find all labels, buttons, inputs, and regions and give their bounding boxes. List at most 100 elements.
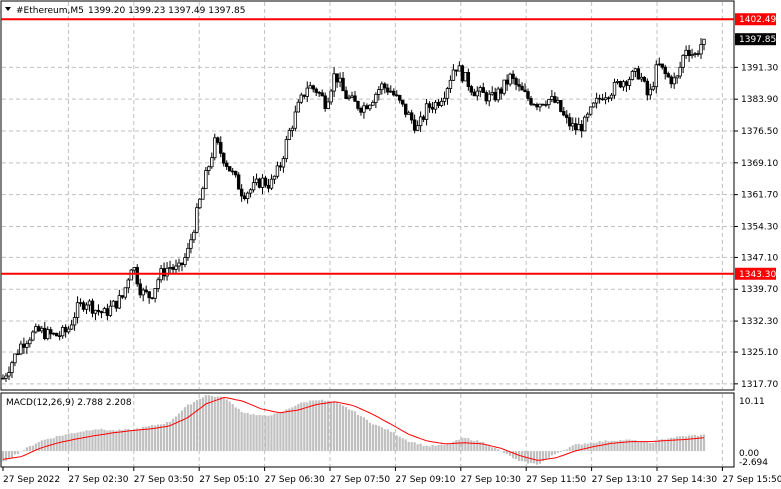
- candle: [383, 82, 387, 94]
- candle: [612, 78, 617, 99]
- candle: [341, 71, 345, 92]
- candle: [618, 80, 623, 89]
- chevron-down-icon[interactable]: [5, 7, 11, 11]
- macd-bar: [458, 439, 461, 452]
- macd-bar: [419, 443, 422, 452]
- candle: [648, 83, 653, 100]
- candle: [147, 291, 151, 304]
- candle: [183, 253, 187, 268]
- candle: [329, 88, 333, 105]
- macd-bar: [386, 429, 389, 452]
- candle: [266, 178, 271, 193]
- candle: [502, 79, 506, 96]
- candle: [25, 340, 29, 354]
- macd-bar: [538, 451, 542, 464]
- macd-bar: [350, 410, 354, 452]
- candlestick-series: [1, 38, 706, 382]
- candle: [263, 175, 268, 188]
- macd-bar: [285, 409, 288, 452]
- macd-bar: [544, 451, 548, 460]
- macd-bar: [535, 451, 539, 465]
- macd-bar: [127, 428, 130, 452]
- macd-bar: [186, 404, 190, 452]
- candle: [195, 203, 199, 234]
- macd-bar: [547, 451, 550, 458]
- candle: [302, 94, 306, 99]
- macd-bar: [571, 445, 574, 452]
- candle: [105, 303, 110, 321]
- macd-bar: [359, 416, 363, 452]
- candle: [356, 100, 360, 111]
- macd-bar: [312, 400, 315, 452]
- macd-bar: [431, 444, 434, 452]
- candle: [257, 177, 262, 189]
- candle: [251, 176, 256, 193]
- macd-scale-zero: 0.00: [739, 449, 759, 459]
- macd-bar: [7, 451, 11, 460]
- time-tick-label: 27 Sep 07:50: [330, 475, 390, 485]
- candle: [204, 167, 208, 190]
- candle: [377, 86, 381, 101]
- candle: [189, 233, 193, 254]
- candle: [13, 353, 17, 367]
- candle: [609, 93, 614, 102]
- candle: [239, 184, 244, 202]
- macd-bar: [335, 402, 339, 452]
- candle: [439, 97, 444, 108]
- candle: [54, 332, 59, 337]
- price-tick-label: 1325.10: [741, 348, 778, 358]
- candle: [16, 349, 20, 356]
- candle: [150, 297, 154, 300]
- macd-bar: [693, 435, 697, 452]
- candle: [418, 111, 423, 133]
- candle: [454, 69, 459, 77]
- candle: [588, 106, 593, 116]
- candle: [562, 106, 566, 117]
- macd-bar: [130, 430, 133, 452]
- macd-bar: [121, 430, 124, 452]
- macd-bar: [118, 429, 121, 452]
- macd-bar: [473, 440, 476, 452]
- candle: [344, 86, 348, 99]
- macd-bar: [297, 404, 300, 452]
- candle: [102, 306, 107, 314]
- macd-bar: [159, 424, 163, 452]
- macd-bar: [580, 444, 583, 452]
- candle: [90, 298, 95, 318]
- candle: [415, 120, 420, 131]
- macd-bar: [19, 451, 22, 452]
- candle: [171, 264, 175, 275]
- candle: [96, 304, 101, 316]
- macd-bar: [315, 400, 318, 452]
- candle: [401, 99, 405, 107]
- candle: [332, 67, 336, 98]
- macd-bar: [356, 414, 360, 452]
- candle: [597, 94, 602, 104]
- candle: [84, 302, 89, 315]
- candle: [233, 170, 238, 178]
- macd-bar: [625, 439, 628, 452]
- macd-bar: [270, 415, 273, 452]
- candle: [338, 72, 342, 88]
- macd-bar: [162, 423, 166, 452]
- candle: [225, 160, 229, 171]
- candle: [511, 70, 515, 85]
- candle: [547, 98, 551, 109]
- candle: [260, 174, 265, 195]
- candle: [603, 92, 608, 105]
- time-tick-label: 27 Sep 03:50: [134, 475, 194, 485]
- candle: [242, 192, 247, 201]
- candle: [389, 85, 393, 93]
- candle: [353, 91, 357, 102]
- macd-bar: [100, 428, 103, 452]
- macd-bar: [514, 451, 518, 460]
- candle: [541, 103, 545, 107]
- candle: [28, 337, 32, 348]
- candle: [645, 78, 650, 101]
- macd-bar: [37, 442, 40, 452]
- macd-bar: [91, 430, 94, 452]
- candle: [600, 93, 605, 101]
- price-panel-frame: [0, 0, 735, 391]
- macd-bar: [252, 414, 255, 452]
- time-tick-label: 27 Sep 13:10: [592, 475, 652, 485]
